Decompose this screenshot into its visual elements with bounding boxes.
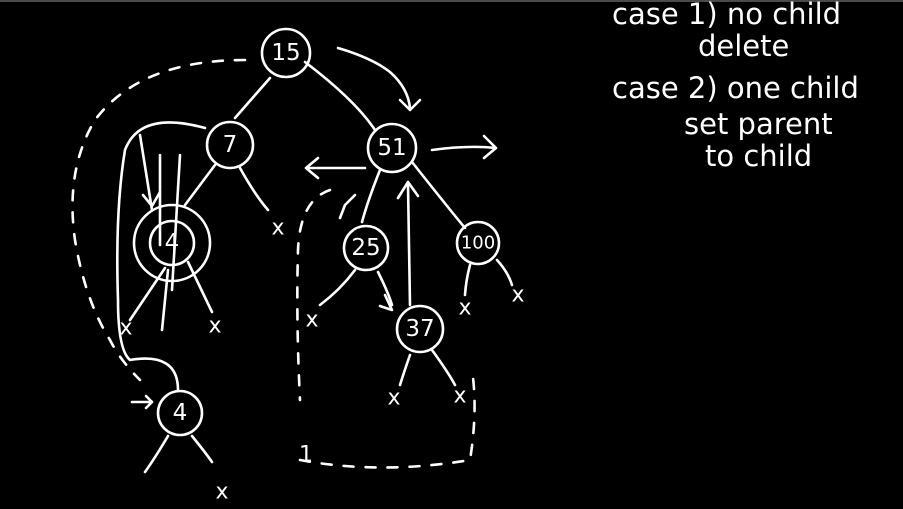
node-4-outer-ring: [132, 203, 212, 283]
edge-37-x-right: [430, 348, 457, 387]
edge-100-x-right: [495, 258, 514, 287]
node-4-circle: [148, 219, 196, 267]
case1-action: delete: [698, 29, 790, 63]
node-15-label: 15: [271, 40, 300, 66]
edge-25-37: [376, 270, 394, 307]
case2-action-line2: to child: [705, 139, 813, 173]
node-4-copy-label: 4: [173, 400, 188, 426]
null-marker: x: [458, 296, 471, 321]
arrow-37-up: [396, 180, 420, 307]
scribble-arrowhead: [141, 190, 162, 208]
node-37-circle: [395, 304, 445, 354]
node-7-circle: [205, 120, 255, 170]
null-marker: x: [119, 316, 132, 341]
null-marker: x: [511, 283, 524, 308]
window-top-border: [0, 0, 903, 2]
node-100-label: 100: [461, 233, 495, 254]
node-15-circle: [260, 27, 312, 79]
node-25-label: 25: [351, 235, 380, 261]
edge-37-x-left: [398, 353, 412, 387]
arrow-15-to-51-head: [398, 98, 422, 112]
case2-heading: case 2) one child: [612, 71, 859, 105]
small-arrow-51-25: [338, 193, 357, 220]
null-marker: x: [271, 216, 284, 241]
case2-action-line1: set parent: [684, 107, 833, 141]
node-25-circle: [342, 224, 390, 272]
scribble-1: [138, 133, 154, 212]
edge-15-7: [233, 76, 272, 120]
node-37-label: 37: [405, 316, 434, 342]
arrow-15-to-51: [336, 46, 412, 110]
edge-4-x-left: [128, 266, 167, 322]
edge-7-4: [183, 163, 217, 207]
case1-heading: case 1) no child: [612, 0, 842, 31]
dash-marker: 1: [299, 443, 313, 468]
node-4-label: 4: [165, 230, 180, 256]
edge-100-x-left: [463, 263, 472, 297]
node-4-copy-circle: [156, 389, 204, 437]
edge-4-x-right: [186, 260, 214, 314]
node-51-circle: [366, 122, 418, 174]
edge-51-100: [410, 160, 467, 230]
node-7-label: 7: [223, 132, 238, 158]
edge-51-25: [360, 168, 382, 224]
arrow-to-copy: [130, 394, 154, 410]
edge-25-x: [318, 268, 357, 307]
node-100-circle: [455, 220, 501, 266]
dashed-loop-bottom: [298, 368, 476, 469]
edge-4copy-right: [190, 434, 214, 464]
arrow-51-right: [430, 134, 498, 160]
edge-4copy-left: [143, 434, 170, 474]
null-marker: x: [215, 480, 228, 505]
edge-7-x: [238, 166, 270, 212]
node-51-label: 51: [377, 135, 406, 161]
arrow-51-left: [304, 156, 367, 180]
null-marker: x: [453, 384, 466, 409]
dashed-loop-left: [296, 188, 332, 402]
dashed-path-left: [71, 58, 247, 382]
edge-15-51: [303, 60, 377, 132]
arrow-25-37-head: [378, 293, 394, 312]
null-marker: x: [208, 314, 221, 339]
curve-to-copy: [116, 121, 207, 392]
null-marker: x: [305, 308, 318, 333]
null-marker: x: [387, 386, 400, 411]
